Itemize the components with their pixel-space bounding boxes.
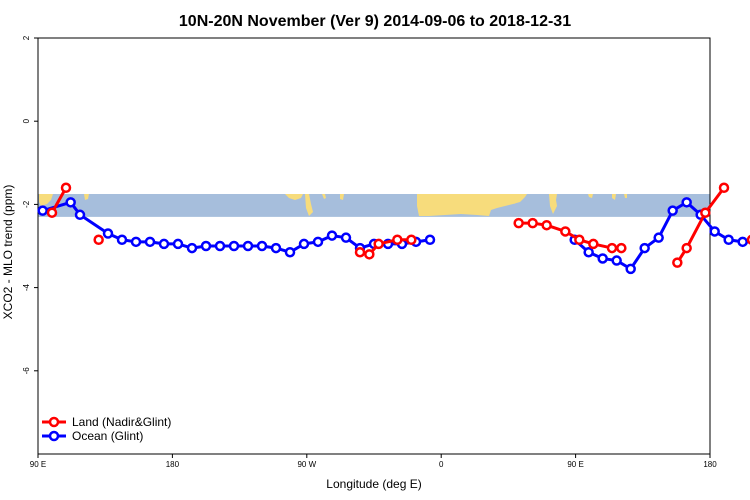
y-axis: 2 0 -2 -4 -6 — [22, 35, 38, 374]
y-axis-label: XCO2 - MLO trend (ppm) — [1, 185, 15, 320]
data-point — [606, 242, 618, 254]
data-point — [527, 217, 538, 229]
data-point — [723, 234, 734, 246]
x-axis: 90 E 180 90 W 0 90 E 180 — [30, 454, 717, 469]
data-point — [228, 240, 240, 252]
data-point — [130, 236, 142, 248]
data-point — [681, 197, 692, 208]
data-point — [625, 263, 636, 275]
data-point — [681, 242, 692, 254]
data-point — [93, 234, 104, 246]
x-tick-label: 90 E — [567, 460, 583, 469]
data-point — [424, 234, 436, 246]
data-point — [597, 253, 608, 264]
data-point — [340, 232, 352, 243]
data-point — [46, 207, 58, 218]
legend-label: Land (Nadir&Glint) — [72, 415, 171, 429]
x-tick-label: 90 E — [30, 460, 46, 469]
data-point — [74, 209, 86, 221]
x-tick-label: 90 W — [297, 460, 316, 469]
x-tick-label: 180 — [166, 460, 180, 469]
x-tick-label: 180 — [703, 460, 717, 469]
data-point — [60, 182, 72, 194]
map-land-shapes — [39, 194, 627, 216]
y-tick-label: -4 — [22, 283, 31, 291]
world-map-band — [38, 194, 710, 217]
series-ocean — [37, 197, 750, 275]
data-point — [583, 246, 594, 258]
data-point — [737, 236, 748, 248]
legend-label: Ocean (Glint) — [72, 429, 143, 443]
x-axis-label: Longitude (deg E) — [326, 477, 421, 491]
data-point — [700, 207, 711, 218]
data-point — [326, 230, 338, 241]
data-point — [116, 234, 128, 246]
data-point — [588, 238, 599, 250]
data-point — [186, 242, 198, 254]
data-point — [574, 234, 585, 246]
data-point — [392, 234, 403, 246]
data-point — [37, 205, 48, 216]
y-tick-label: -6 — [22, 367, 31, 375]
y-tick-label: -2 — [22, 200, 31, 208]
data-point — [214, 240, 226, 252]
data-point — [298, 238, 310, 250]
chart-title: 10N-20N November (Ver 9) 2014-09-06 to 2… — [179, 13, 571, 30]
data-point — [284, 246, 296, 258]
data-point — [354, 246, 366, 258]
data-point — [672, 257, 683, 268]
data-point — [653, 232, 664, 243]
data-point — [709, 226, 720, 237]
series-layer — [37, 182, 750, 275]
plot-frame — [37, 37, 711, 455]
data-point — [270, 242, 282, 254]
y-tick-label: 0 — [22, 118, 31, 123]
data-point — [364, 249, 375, 260]
series-land — [46, 182, 750, 268]
data-point — [639, 242, 650, 254]
data-point — [312, 236, 324, 248]
data-point — [172, 238, 184, 250]
data-point — [158, 238, 170, 250]
data-point — [144, 236, 156, 248]
legend-marker — [48, 430, 60, 442]
data-point — [373, 238, 384, 250]
series-line — [676, 186, 726, 264]
map-ocean-strip — [38, 194, 710, 217]
data-point — [611, 255, 622, 266]
data-point — [513, 217, 524, 229]
data-point — [102, 228, 114, 239]
data-point — [200, 240, 212, 252]
data-point — [667, 205, 678, 216]
x-tick-label: 0 — [439, 460, 444, 469]
legend: Land (Nadir&Glint)Ocean (Glint) — [42, 415, 171, 443]
data-point — [242, 240, 254, 252]
data-point — [718, 182, 730, 194]
data-point — [65, 197, 76, 208]
data-point — [560, 226, 571, 237]
data-point — [256, 240, 268, 252]
legend-marker — [48, 416, 60, 428]
data-point — [616, 242, 627, 254]
data-point — [541, 219, 552, 231]
data-point — [406, 234, 417, 246]
y-tick-label: 2 — [22, 35, 31, 40]
